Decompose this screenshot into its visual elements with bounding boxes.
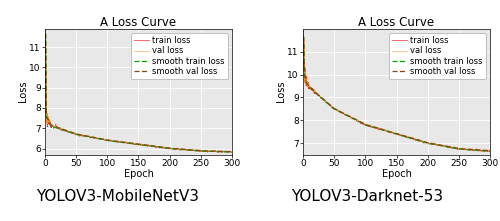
Y-axis label: Loss: Loss	[18, 81, 28, 103]
train loss	[42, 28, 48, 31]
Line: val loss: val loss	[45, 29, 232, 152]
val loss	[418, 140, 424, 143]
train loss	[358, 122, 364, 125]
train loss	[304, 81, 310, 84]
Legend: train loss, val loss, smooth train loss, smooth val loss: train loss, val loss, smooth train loss,…	[389, 33, 486, 79]
train loss	[482, 150, 488, 153]
val loss	[42, 32, 48, 35]
val loss	[304, 80, 310, 82]
Line: val loss: val loss	[303, 33, 490, 151]
smooth val loss	[304, 82, 310, 84]
smooth val loss	[228, 150, 234, 153]
Line: smooth train loss: smooth train loss	[45, 34, 232, 152]
smooth val loss	[301, 65, 307, 68]
train loss	[302, 78, 308, 81]
val loss	[300, 39, 306, 42]
smooth val loss	[44, 116, 50, 118]
smooth val loss	[118, 141, 124, 143]
smooth train loss	[418, 140, 424, 143]
smooth train loss	[300, 36, 306, 38]
train loss	[218, 151, 224, 154]
smooth train loss	[42, 32, 48, 35]
smooth train loss	[376, 128, 382, 130]
Line: smooth val loss: smooth val loss	[303, 37, 490, 151]
train loss	[43, 99, 49, 102]
val loss	[43, 103, 49, 106]
smooth train loss	[160, 146, 166, 149]
val loss	[228, 151, 234, 153]
val loss	[100, 138, 106, 140]
smooth val loss	[160, 146, 166, 149]
Text: YOLOV3-Darknet-53: YOLOV3-Darknet-53	[292, 189, 444, 204]
Line: smooth train loss: smooth train loss	[303, 37, 490, 151]
val loss	[483, 150, 489, 152]
train loss	[118, 141, 124, 143]
train loss	[487, 150, 493, 152]
train loss	[300, 30, 306, 32]
smooth train loss	[304, 82, 310, 85]
val loss	[118, 140, 124, 143]
train loss	[46, 120, 52, 123]
smooth val loss	[300, 36, 306, 39]
train loss	[300, 36, 306, 38]
smooth val loss	[46, 120, 52, 122]
val loss	[358, 121, 364, 124]
val loss	[46, 119, 52, 122]
smooth val loss	[486, 149, 492, 152]
val loss	[302, 75, 308, 78]
smooth train loss	[301, 66, 307, 69]
smooth train loss	[118, 141, 124, 143]
Legend: train loss, val loss, smooth train loss, smooth val loss: train loss, val loss, smooth train loss,…	[131, 33, 228, 79]
train loss	[44, 120, 50, 123]
Title: A Loss Curve: A Loss Curve	[358, 16, 434, 29]
smooth val loss	[418, 139, 424, 142]
smooth train loss	[228, 151, 234, 153]
smooth train loss	[43, 100, 49, 103]
smooth val loss	[300, 36, 306, 39]
smooth val loss	[42, 33, 48, 36]
val loss	[300, 31, 306, 34]
X-axis label: Epoch: Epoch	[124, 169, 154, 179]
smooth train loss	[302, 76, 308, 79]
val loss	[301, 70, 307, 73]
val loss	[44, 117, 50, 120]
smooth train loss	[300, 36, 306, 39]
X-axis label: Epoch: Epoch	[382, 169, 412, 179]
smooth val loss	[376, 127, 382, 130]
smooth train loss	[42, 34, 48, 36]
smooth train loss	[46, 121, 52, 123]
train loss	[376, 128, 382, 131]
Text: YOLOV3-MobileNetV3: YOLOV3-MobileNetV3	[36, 189, 199, 204]
val loss	[487, 149, 493, 152]
val loss	[229, 150, 235, 153]
smooth train loss	[486, 150, 492, 152]
smooth train loss	[44, 117, 50, 120]
Title: A Loss Curve: A Loss Curve	[100, 16, 176, 29]
train loss	[100, 138, 106, 141]
smooth val loss	[229, 150, 235, 153]
smooth val loss	[43, 99, 49, 102]
train loss	[42, 32, 48, 35]
train loss	[160, 146, 166, 149]
val loss	[42, 27, 48, 30]
smooth val loss	[487, 149, 493, 152]
Line: train loss: train loss	[45, 30, 232, 153]
Line: train loss: train loss	[303, 31, 490, 152]
Y-axis label: Loss: Loss	[276, 81, 286, 103]
smooth train loss	[229, 151, 235, 153]
smooth val loss	[302, 75, 308, 78]
Line: smooth val loss: smooth val loss	[45, 34, 232, 152]
train loss	[301, 65, 307, 68]
smooth train loss	[487, 150, 493, 152]
smooth val loss	[42, 34, 48, 36]
val loss	[160, 146, 166, 149]
train loss	[418, 139, 424, 142]
train loss	[229, 151, 235, 154]
val loss	[376, 126, 382, 129]
